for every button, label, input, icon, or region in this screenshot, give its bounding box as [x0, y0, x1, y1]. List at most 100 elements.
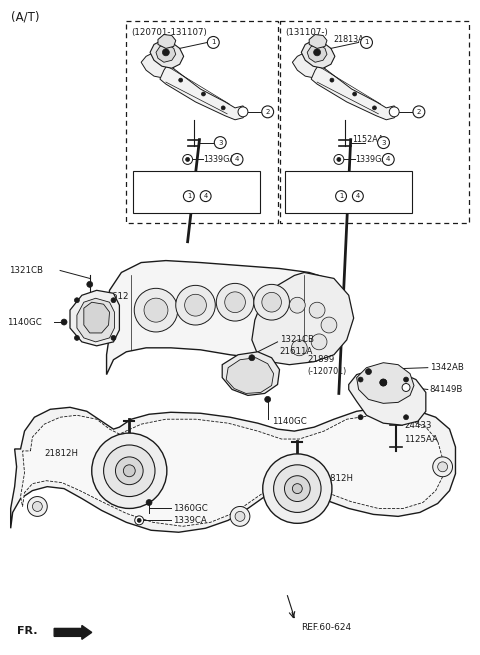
Circle shape [438, 462, 447, 472]
Text: (120701-131107): (120701-131107) [131, 28, 207, 37]
Circle shape [146, 500, 152, 506]
Text: 1321CB: 1321CB [9, 266, 43, 275]
Text: 21611A: 21611A [279, 347, 313, 356]
Circle shape [185, 294, 206, 316]
Circle shape [254, 284, 289, 320]
Circle shape [264, 396, 271, 402]
Text: NOTE: NOTE [289, 177, 313, 186]
Polygon shape [349, 369, 426, 425]
Circle shape [313, 49, 321, 56]
Text: 4: 4 [356, 193, 360, 199]
Circle shape [207, 37, 219, 48]
FancyBboxPatch shape [126, 20, 277, 223]
Text: REF.60-624: REF.60-624 [301, 623, 351, 632]
Text: THE NO. 21850 :: THE NO. 21850 : [137, 192, 202, 200]
Circle shape [380, 379, 387, 386]
Text: 1: 1 [364, 39, 369, 45]
Text: 1140GC: 1140GC [7, 318, 41, 327]
Circle shape [262, 106, 274, 118]
Text: 2: 2 [265, 109, 270, 115]
Circle shape [372, 106, 376, 110]
Circle shape [366, 369, 372, 375]
Polygon shape [292, 52, 325, 78]
Circle shape [74, 335, 79, 341]
Circle shape [380, 379, 387, 386]
FancyBboxPatch shape [133, 172, 260, 213]
Text: 2: 2 [417, 109, 421, 115]
Text: 1125AA: 1125AA [404, 434, 438, 443]
Polygon shape [160, 64, 247, 120]
Text: 21612: 21612 [102, 291, 129, 301]
Circle shape [336, 191, 347, 202]
Circle shape [360, 37, 372, 48]
Circle shape [104, 445, 155, 496]
Polygon shape [107, 261, 349, 375]
Polygon shape [77, 298, 114, 342]
FancyBboxPatch shape [286, 172, 412, 213]
Circle shape [433, 457, 453, 477]
Polygon shape [307, 45, 327, 62]
Text: FR.: FR. [17, 626, 37, 637]
Circle shape [123, 465, 135, 477]
Circle shape [389, 107, 399, 117]
Polygon shape [84, 302, 109, 333]
Polygon shape [156, 45, 176, 62]
Text: 1342AB: 1342AB [430, 363, 464, 372]
Text: 21812H: 21812H [44, 449, 78, 458]
Circle shape [292, 483, 302, 494]
Circle shape [249, 355, 255, 361]
Circle shape [137, 518, 141, 522]
Text: 1: 1 [339, 193, 343, 199]
Circle shape [176, 286, 216, 325]
Circle shape [87, 282, 93, 288]
Circle shape [289, 297, 305, 313]
Circle shape [33, 502, 42, 512]
FancyArrow shape [54, 626, 92, 639]
Circle shape [116, 457, 143, 485]
Text: NOTE: NOTE [137, 177, 161, 186]
Circle shape [144, 298, 168, 322]
Polygon shape [158, 35, 176, 48]
Text: 1140GC: 1140GC [272, 417, 306, 426]
Text: ~: ~ [193, 192, 200, 200]
Circle shape [186, 157, 190, 161]
Circle shape [402, 384, 410, 392]
Circle shape [162, 49, 169, 56]
Circle shape [274, 465, 321, 512]
Polygon shape [309, 35, 327, 48]
Circle shape [74, 298, 79, 303]
Circle shape [404, 415, 408, 420]
Circle shape [285, 476, 310, 502]
Polygon shape [226, 358, 274, 394]
Text: 1339GA: 1339GA [204, 155, 235, 164]
Polygon shape [141, 52, 174, 78]
Text: 1152AA: 1152AA [352, 135, 383, 144]
Circle shape [61, 319, 67, 325]
Circle shape [230, 506, 250, 527]
Circle shape [378, 137, 389, 149]
Text: (A/T): (A/T) [11, 10, 39, 23]
Circle shape [134, 288, 178, 332]
Circle shape [358, 415, 363, 420]
Circle shape [334, 155, 344, 164]
Polygon shape [21, 415, 443, 527]
Circle shape [27, 496, 47, 516]
Circle shape [183, 191, 194, 202]
Polygon shape [222, 352, 279, 396]
Circle shape [358, 377, 363, 382]
Polygon shape [252, 272, 354, 365]
Text: 1360GC: 1360GC [173, 504, 207, 513]
Circle shape [311, 334, 327, 350]
Circle shape [183, 155, 192, 164]
Text: 1: 1 [187, 193, 191, 199]
Circle shape [111, 335, 116, 341]
Circle shape [216, 284, 254, 321]
Polygon shape [311, 64, 398, 120]
Circle shape [235, 512, 245, 521]
Circle shape [225, 292, 245, 312]
Polygon shape [70, 290, 120, 346]
Polygon shape [357, 363, 414, 403]
Text: 1: 1 [211, 39, 216, 45]
Circle shape [238, 107, 248, 117]
Text: ~: ~ [346, 192, 352, 200]
